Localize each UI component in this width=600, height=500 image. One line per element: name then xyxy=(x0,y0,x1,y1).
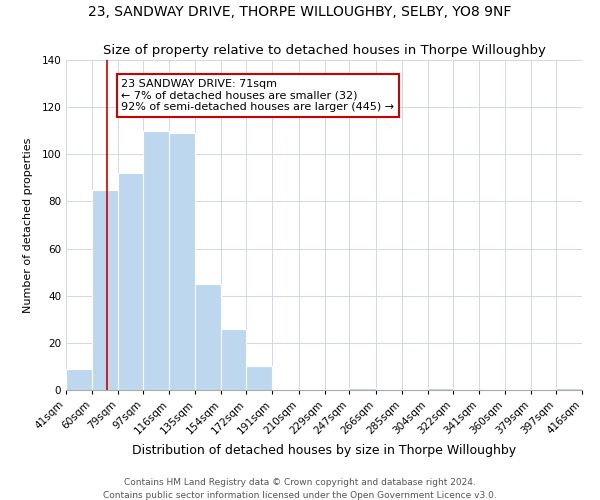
Text: 23, SANDWAY DRIVE, THORPE WILLOUGHBY, SELBY, YO8 9NF: 23, SANDWAY DRIVE, THORPE WILLOUGHBY, SE… xyxy=(88,5,512,19)
Bar xyxy=(221,328,246,390)
Bar xyxy=(169,133,196,390)
Bar xyxy=(66,369,92,390)
X-axis label: Distribution of detached houses by size in Thorpe Willoughby: Distribution of detached houses by size … xyxy=(132,444,516,457)
Bar xyxy=(143,130,169,390)
Bar xyxy=(196,284,221,390)
Bar xyxy=(246,366,272,390)
Bar xyxy=(428,388,452,390)
Text: 23 SANDWAY DRIVE: 71sqm
← 7% of detached houses are smaller (32)
92% of semi-det: 23 SANDWAY DRIVE: 71sqm ← 7% of detached… xyxy=(121,79,394,112)
Title: Size of property relative to detached houses in Thorpe Willoughby: Size of property relative to detached ho… xyxy=(103,44,545,58)
Bar xyxy=(92,190,118,390)
Text: Contains HM Land Registry data © Crown copyright and database right 2024.
Contai: Contains HM Land Registry data © Crown c… xyxy=(103,478,497,500)
Bar xyxy=(349,388,376,390)
Bar xyxy=(118,173,143,390)
Bar xyxy=(556,388,582,390)
Y-axis label: Number of detached properties: Number of detached properties xyxy=(23,138,33,312)
